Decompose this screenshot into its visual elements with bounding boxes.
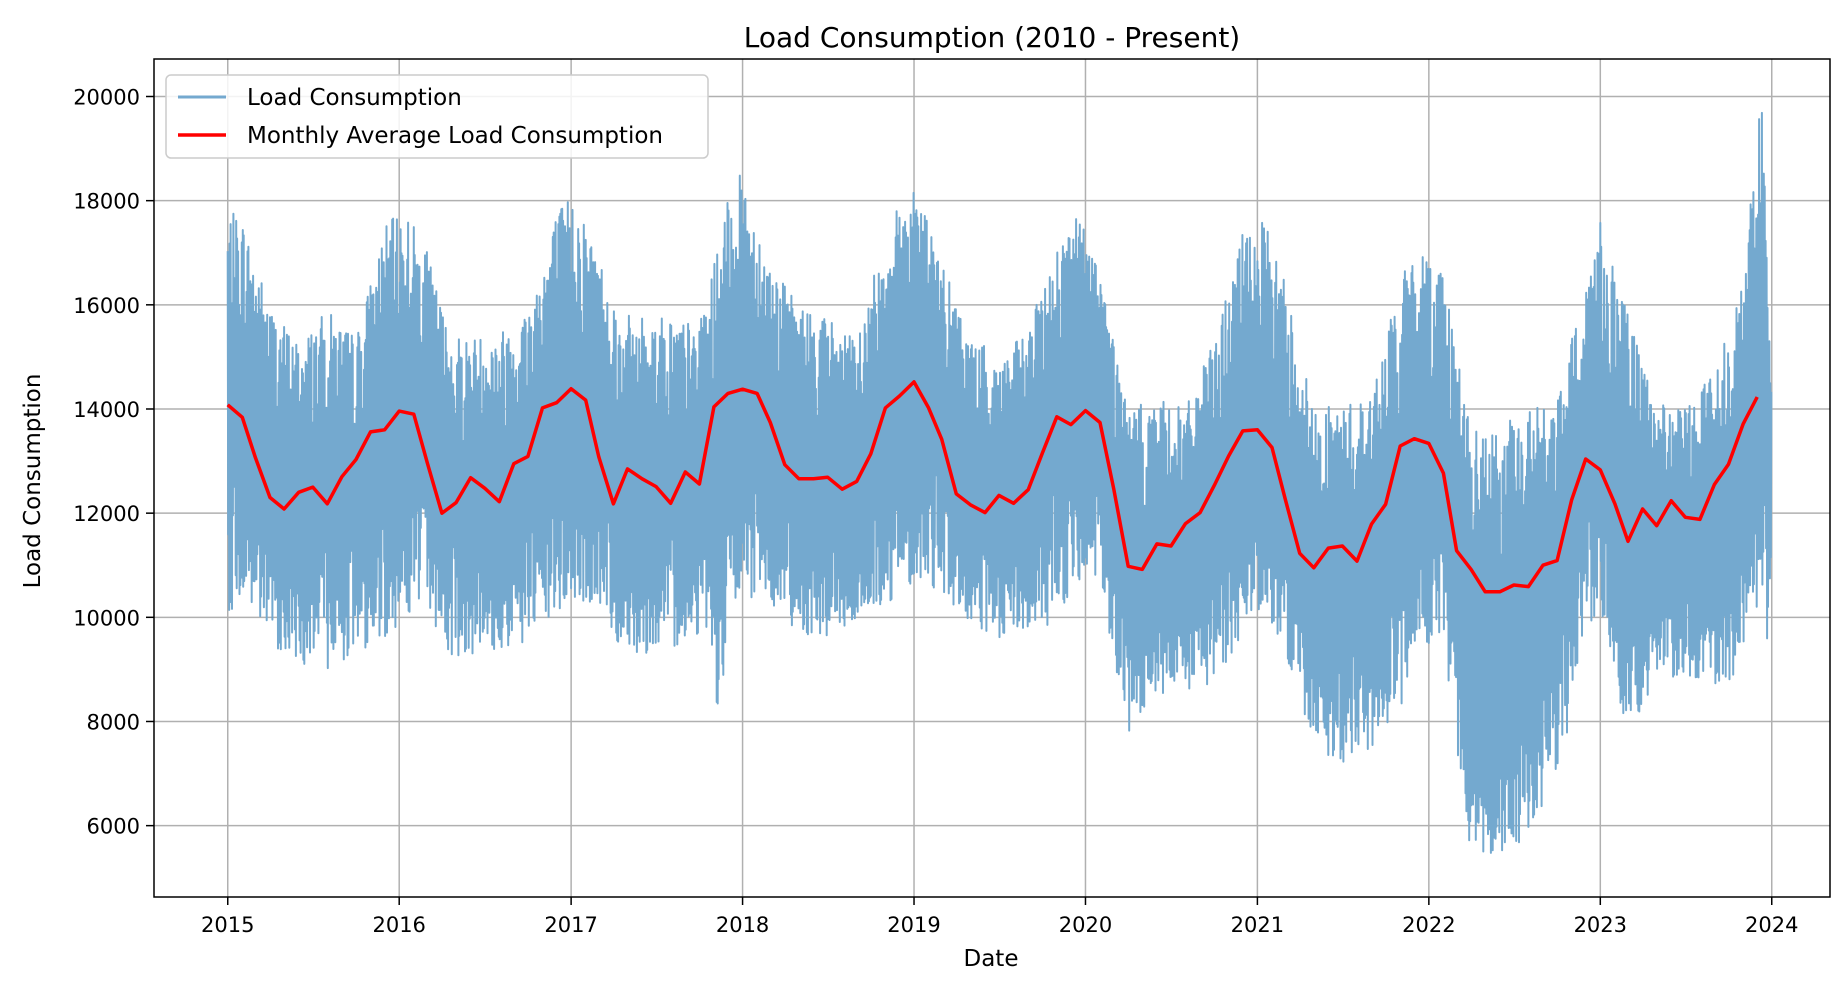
y-axis-label: Load Consumption <box>20 374 46 589</box>
y-tick-label: 14000 <box>73 398 140 422</box>
y-tick-label: 16000 <box>73 294 140 318</box>
x-tick-label: 2021 <box>1231 913 1284 937</box>
axes <box>153 58 1831 898</box>
y-axis-ticks: 6000 8000 10000 12000 14000 16000 18000 20000 <box>73 85 154 839</box>
series-monthly-average <box>226 380 1759 594</box>
x-tick-label: 2024 <box>1745 913 1798 937</box>
y-tick-label: 8000 <box>87 710 140 734</box>
legend-label-load-consumption: Load Consumption <box>247 85 462 111</box>
y-tick-label: 12000 <box>73 502 140 526</box>
x-tick-label: 2023 <box>1574 913 1627 937</box>
plot-frame <box>153 58 1831 898</box>
x-axis-label: Date <box>964 946 1019 972</box>
y-tick-label: 20000 <box>73 85 140 109</box>
plot-series <box>226 111 1773 854</box>
x-tick-label: 2022 <box>1402 913 1455 937</box>
x-tick-label: 2019 <box>887 913 940 937</box>
legend-box <box>165 74 709 159</box>
x-axis-ticks: 2015 2016 2017 2018 2019 2020 2021 2022 2023 2024 <box>201 897 1798 937</box>
series-load-consumption <box>226 111 1773 854</box>
x-tick-label: 2018 <box>716 913 769 937</box>
legend: Load Consumption Monthly Average Load Co… <box>165 74 709 159</box>
y-tick-label: 6000 <box>87 815 140 839</box>
y-tick-label: 18000 <box>73 190 140 214</box>
x-tick-label: 2015 <box>201 913 254 937</box>
x-tick-label: 2020 <box>1059 913 1112 937</box>
chart-title: Load Consumption (2010 - Present) <box>744 21 1240 54</box>
y-tick-label: 10000 <box>73 606 140 630</box>
legend-label-monthly-average: Monthly Average Load Consumption <box>247 123 663 149</box>
x-tick-label: 2016 <box>372 913 425 937</box>
x-tick-label: 2017 <box>544 913 597 937</box>
